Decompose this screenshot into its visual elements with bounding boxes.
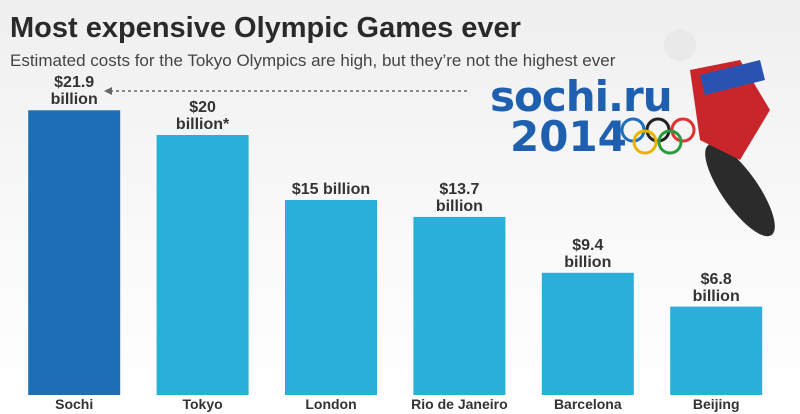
- x-tick-label: Barcelona: [553, 396, 622, 412]
- chart-subtitle: Estimated costs for the Tokyo Olympics a…: [10, 51, 616, 70]
- bar: [670, 306, 763, 395]
- bar: [413, 216, 506, 395]
- value-label: $13.7 billion: [435, 180, 483, 215]
- value-label: $21.9 billion: [50, 74, 98, 109]
- bar: [28, 110, 121, 396]
- logo-year: 2014: [510, 112, 627, 161]
- x-tick-label: Tokyo: [182, 396, 223, 412]
- value-label: $9.4 billion: [564, 236, 612, 271]
- x-tick-label: Rio de Janeiro: [411, 396, 508, 412]
- olympic-rings: [620, 117, 696, 155]
- value-label: $6.8 billion: [692, 270, 740, 305]
- x-tick-label: London: [305, 396, 357, 412]
- bar: [156, 135, 249, 395]
- bar: [285, 200, 377, 395]
- value-label: $15 billion: [291, 181, 371, 198]
- x-tick-label: Beijing: [692, 396, 740, 412]
- logo-name: sochi.ru: [490, 72, 673, 121]
- value-label: $20 billion*: [175, 99, 230, 133]
- snowboarder: [664, 29, 775, 237]
- bar: [541, 272, 634, 395]
- arrow-head: [104, 87, 112, 95]
- chart-title: Most expensive Olympic Games ever: [10, 12, 521, 44]
- x-tick-label: Sochi: [55, 396, 94, 412]
